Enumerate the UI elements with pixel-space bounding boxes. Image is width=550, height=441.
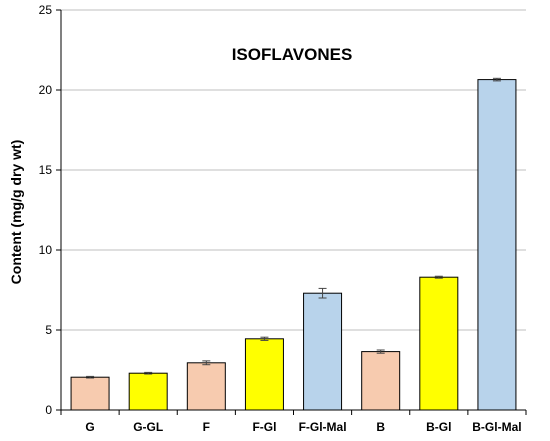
bars: [70, 79, 517, 411]
y-tick-label: 20: [39, 83, 53, 97]
error-bar-b: [376, 349, 385, 354]
error-bar-f-gl-mal: [318, 287, 327, 299]
error-bar-g-gl: [144, 371, 153, 375]
x-tick-label: G-GL: [133, 420, 163, 434]
bar-f-gl: [244, 338, 284, 411]
y-tick-label: 10: [39, 243, 53, 257]
bar-f-gl-mal: [303, 292, 343, 411]
x-tick-label: F-Gl-Mal: [299, 420, 347, 434]
axes: [56, 9, 527, 415]
x-tick-label: B: [376, 420, 385, 434]
chart-title: ISOFLAVONES: [232, 45, 353, 64]
bar-g: [70, 376, 110, 411]
bar-b-gl-mal: [477, 79, 517, 411]
y-tick-label: 15: [39, 163, 53, 177]
error-bar-f-gl: [260, 336, 269, 341]
x-tick-label: F-Gl: [252, 420, 276, 434]
y-tick-label: 25: [39, 3, 53, 17]
x-tick-label: G: [85, 420, 94, 434]
error-bar-f: [202, 360, 211, 366]
error-bar-b-gl-mal: [492, 77, 501, 82]
x-tick-label: F: [203, 420, 210, 434]
y-tick-label: 5: [45, 323, 52, 337]
x-tick-label: B-Gl: [426, 420, 451, 434]
bar-f: [186, 362, 226, 411]
y-axis-label: Content (mg/g dry wt): [8, 140, 24, 285]
error-bars: [86, 77, 501, 379]
bar-b: [361, 351, 401, 411]
x-tick-label: B-Gl-Mal: [472, 420, 521, 434]
error-bar-b-gl: [434, 275, 443, 279]
tick-labels: 0 5 10 15 20 25 G G-GL F F-Gl F-Gl-Mal B B-Gl B-Gl-Ma…: [39, 3, 522, 434]
bar-b-gl: [419, 276, 459, 411]
bar-g-gl: [128, 372, 168, 411]
error-bar-g: [86, 375, 95, 379]
y-tick-label: 0: [45, 403, 52, 417]
